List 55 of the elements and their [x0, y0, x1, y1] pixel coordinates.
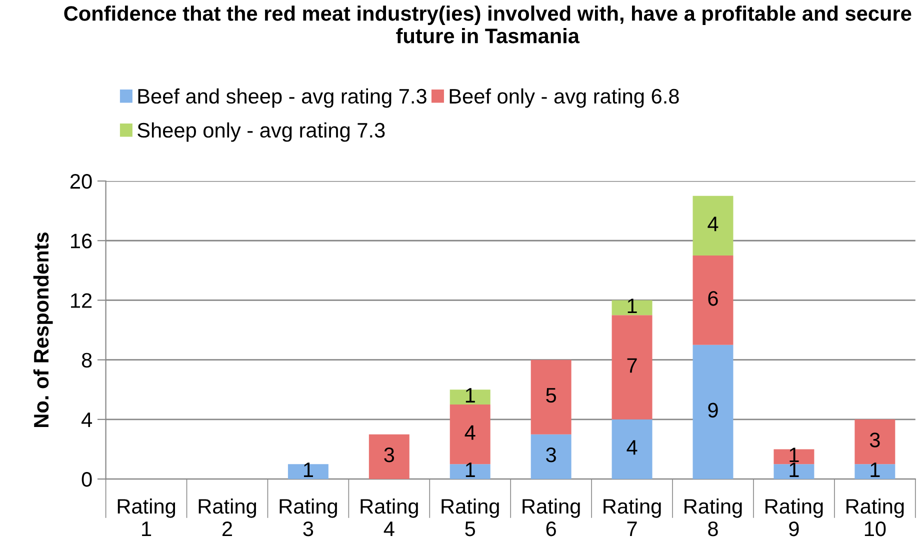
- x-tick-label: Rating 2: [198, 498, 256, 536]
- data-label: 1: [790, 448, 799, 462]
- data-label: 1: [628, 298, 637, 314]
- bar: [692, 196, 734, 256]
- legend-label: Beef only - avg rating 6.8: [450, 88, 679, 108]
- data-label: 1: [790, 462, 799, 477]
- x-tick-label: Rating 5: [442, 498, 499, 536]
- bar: [288, 464, 328, 480]
- data-label: 3: [384, 448, 394, 462]
- data-label: 1: [466, 462, 475, 477]
- bar: [530, 434, 572, 480]
- x-tick-label: Rating 9: [766, 498, 823, 536]
- bar: [450, 404, 490, 464]
- y-tick-label: 8: [82, 352, 92, 368]
- y-tick-label: 20: [70, 174, 92, 189]
- x-tick-label: Rating 4: [360, 498, 418, 536]
- y-axis-title: No. of Respondents: [33, 232, 53, 427]
- bar: [692, 344, 734, 480]
- data-label: 9: [708, 402, 718, 418]
- x-tick-label: Rating 1: [118, 498, 176, 536]
- x-tick-label: Rating 8: [684, 498, 742, 536]
- data-label: 3: [546, 448, 556, 462]
- data-label: 7: [627, 358, 637, 373]
- legend-label: Sheep only - avg rating 7.3: [138, 122, 385, 142]
- data-label: 1: [466, 388, 475, 402]
- y-tick-label: 0: [82, 472, 92, 487]
- bar: [774, 464, 814, 480]
- bar: [854, 464, 896, 480]
- data-label: 4: [464, 425, 476, 440]
- data-label: 1: [304, 462, 313, 477]
- data-label: 4: [708, 216, 718, 232]
- chart-title: Confidence that the red meat industry(ies) involved with, have a profitable and secure future in Tasmania: [64, 6, 912, 44]
- bar: [368, 434, 410, 480]
- legend-label: Beef and sheep - avg rating 7.3: [138, 88, 426, 108]
- bar: [774, 449, 814, 464]
- bar: [692, 256, 734, 345]
- bar: [530, 360, 572, 434]
- x-tick-label: Rating 10: [846, 498, 904, 536]
- x-tick-label: Rating 7: [604, 498, 661, 536]
- bar: [450, 390, 490, 405]
- data-label: 4: [626, 440, 638, 455]
- bar: [612, 315, 652, 420]
- bar: [854, 419, 896, 464]
- x-tick-label: Rating 6: [522, 498, 580, 536]
- bar: [450, 464, 490, 480]
- bar: [612, 300, 652, 316]
- data-label: 6: [708, 291, 718, 306]
- data-label: 5: [546, 388, 556, 403]
- data-label: 3: [870, 432, 880, 448]
- data-label: 1: [870, 462, 880, 477]
- y-tick-label: 4: [82, 412, 92, 427]
- y-tick-label: 12: [71, 293, 92, 308]
- bar: [612, 419, 652, 480]
- y-tick-label: 16: [71, 234, 92, 248]
- x-tick-label: Rating 3: [280, 498, 337, 536]
